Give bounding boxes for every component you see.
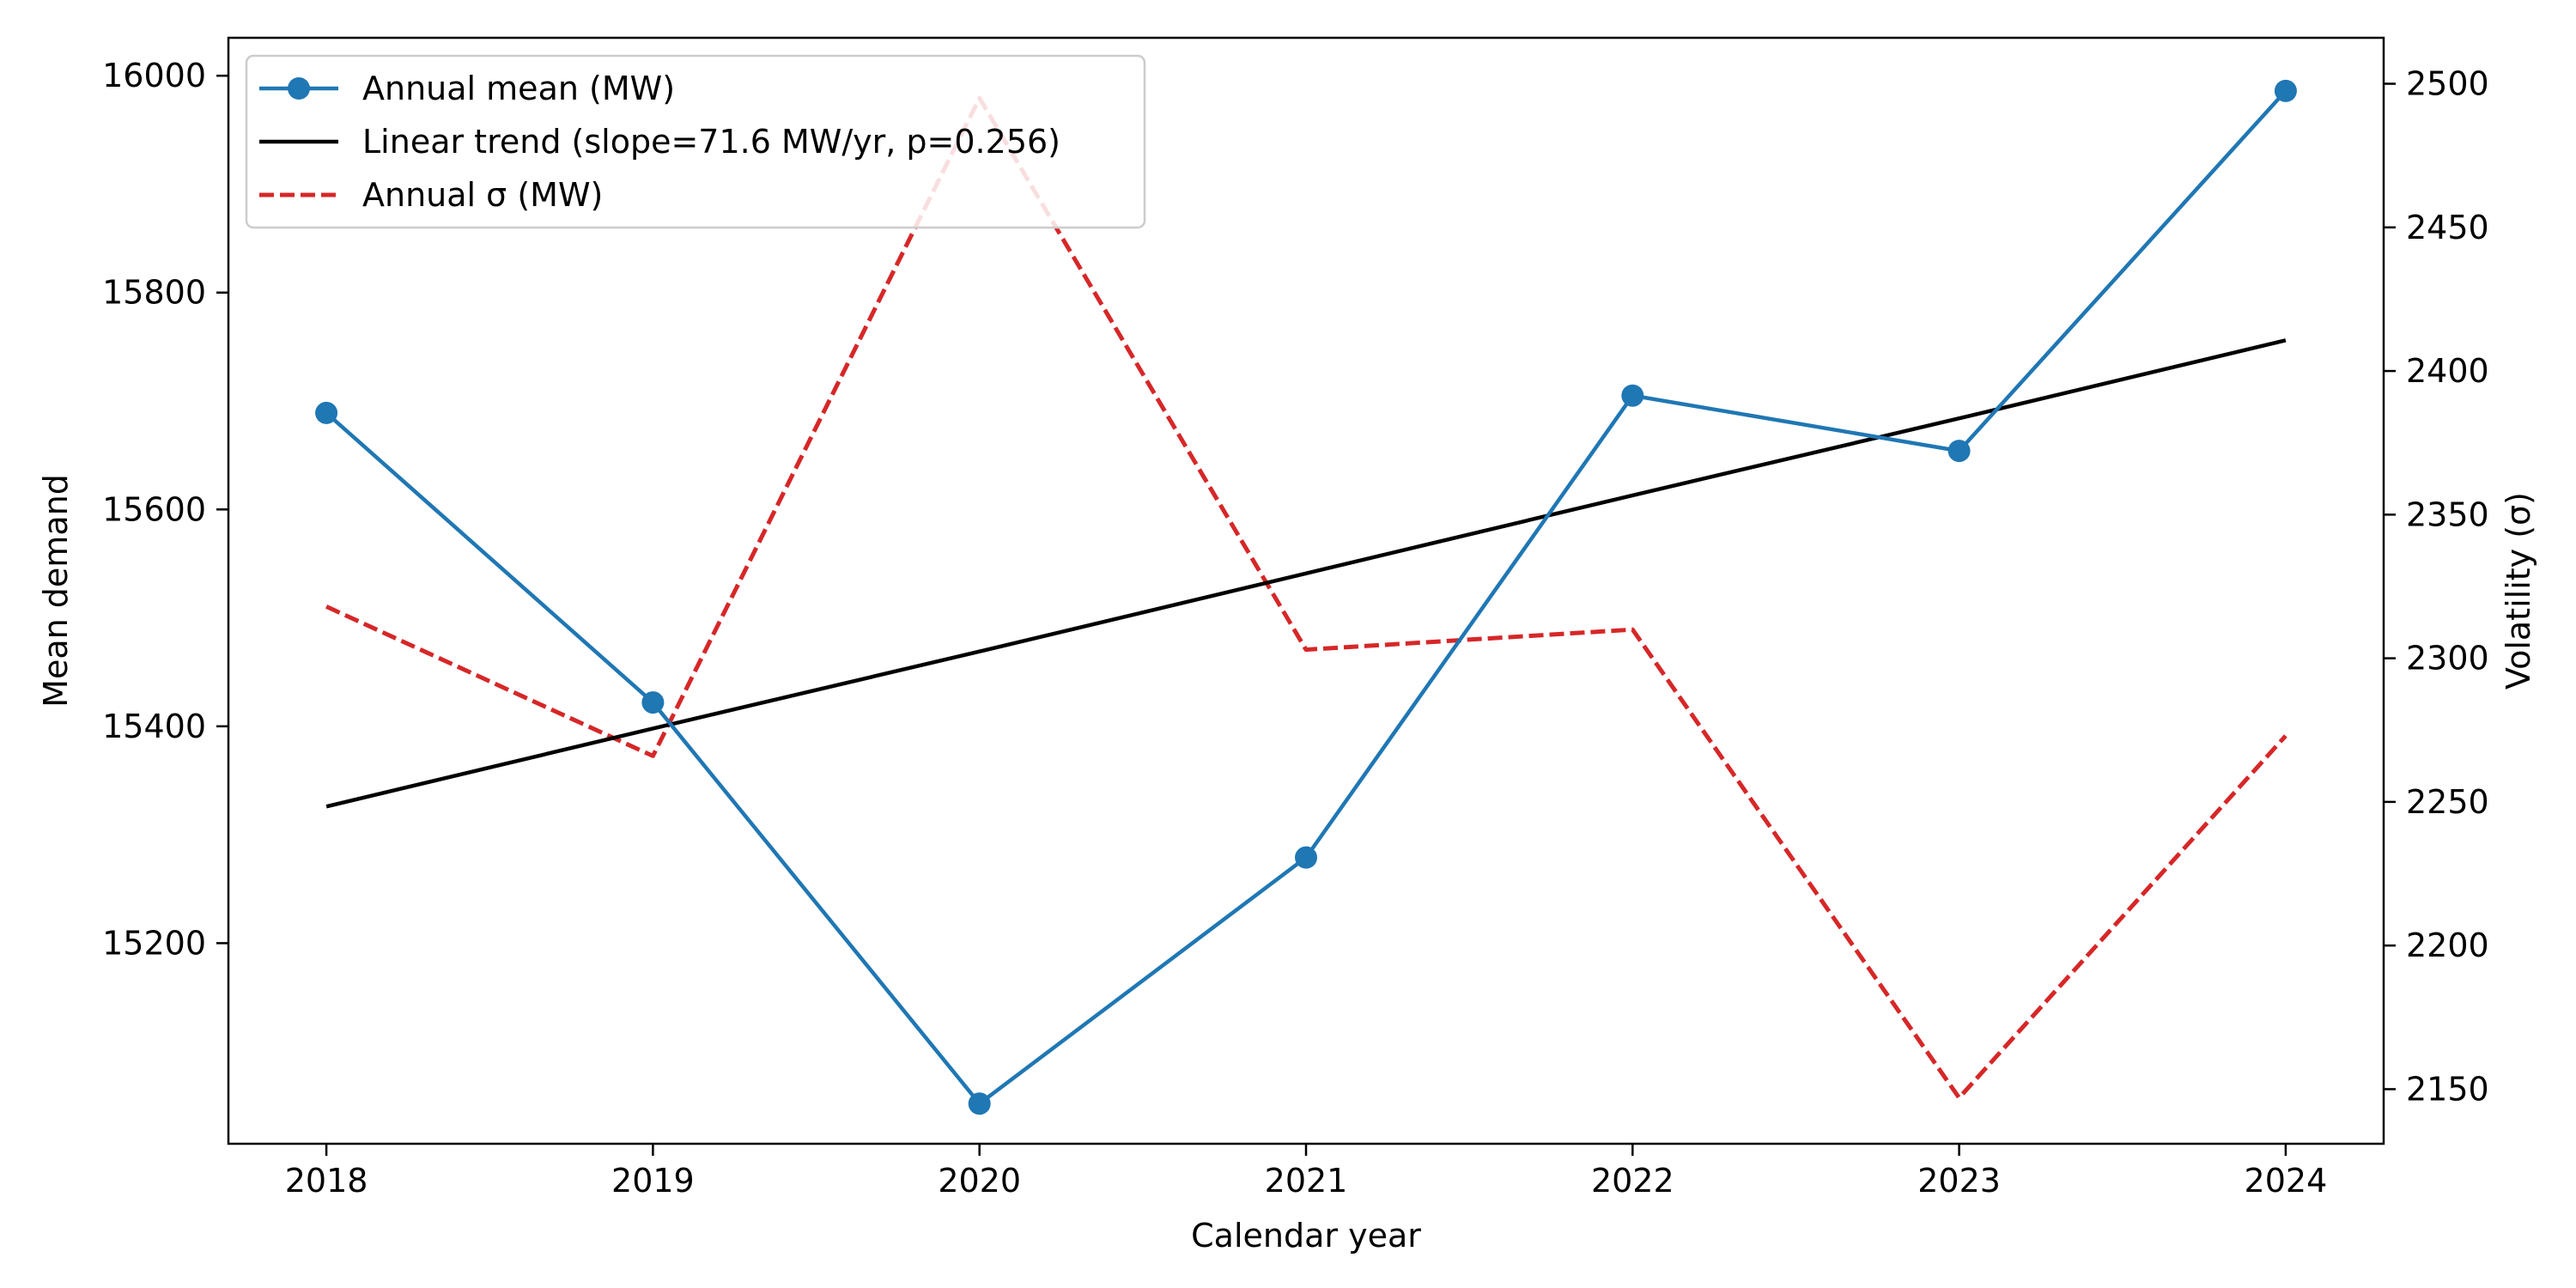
x-axis: 2018 2019 2020 2021 2022 2023 2024 [285, 1144, 2328, 1200]
y-tick-label: 15600 [102, 490, 206, 528]
legend-label-2: Annual σ (MW) [362, 176, 603, 214]
x-tick-label: 2021 [1265, 1162, 1348, 1200]
y2-tick-label: 2150 [2406, 1070, 2489, 1108]
y2-tick-label: 2500 [2406, 65, 2489, 103]
x-tick-label: 2022 [1591, 1162, 1674, 1200]
data-point [2274, 79, 2297, 102]
y-axis-title: Mean demand [37, 474, 75, 708]
y-axis-right: 2150 2200 2250 2300 2350 2400 2450 2500 [2384, 65, 2489, 1108]
y2-tick-label: 2400 [2406, 352, 2489, 390]
data-point [1295, 846, 1317, 869]
x-tick-label: 2020 [938, 1162, 1021, 1200]
data-point [641, 691, 665, 714]
legend-label-0: Annual mean (MW) [362, 70, 675, 107]
y2-tick-label: 2450 [2406, 209, 2489, 246]
y-tick-label: 15200 [102, 924, 206, 962]
x-tick-label: 2024 [2245, 1162, 2328, 1200]
y-axis-left: 15200 15400 15600 15800 16000 [102, 57, 228, 962]
y-tick-label: 16000 [102, 57, 206, 94]
x-tick-label: 2023 [1917, 1162, 2001, 1200]
x-axis-title: Calendar year [1191, 1217, 1421, 1255]
y2-tick-label: 2200 [2406, 927, 2489, 964]
data-point [1621, 384, 1644, 407]
y2-axis-title: Volatility (σ) [2500, 492, 2537, 690]
series-line-2 [325, 95, 2287, 1100]
x-tick-label: 2019 [611, 1162, 695, 1200]
data-point [968, 1092, 991, 1115]
y2-tick-label: 2250 [2406, 783, 2489, 821]
y-tick-label: 15800 [102, 274, 206, 312]
series-line-1 [325, 338, 2287, 809]
y2-tick-label: 2350 [2406, 495, 2489, 533]
legend: Annual mean (MW) Linear trend (slope=71.6… [245, 54, 1146, 229]
y-tick-label: 15400 [102, 708, 206, 745]
data-point [315, 401, 338, 424]
x-tick-label: 2018 [285, 1162, 368, 1200]
legend-label-1: Linear trend (slope=71.6 MW/yr, p=0.256) [362, 123, 1060, 161]
legend-items: Annual mean (MW) Linear trend (slope=71.6… [259, 70, 1060, 214]
data-point [1947, 440, 1971, 463]
legend-box [245, 54, 1146, 229]
series-layer [315, 79, 2297, 1115]
y2-tick-label: 2300 [2406, 640, 2489, 677]
legend-marker-0 [288, 77, 310, 100]
